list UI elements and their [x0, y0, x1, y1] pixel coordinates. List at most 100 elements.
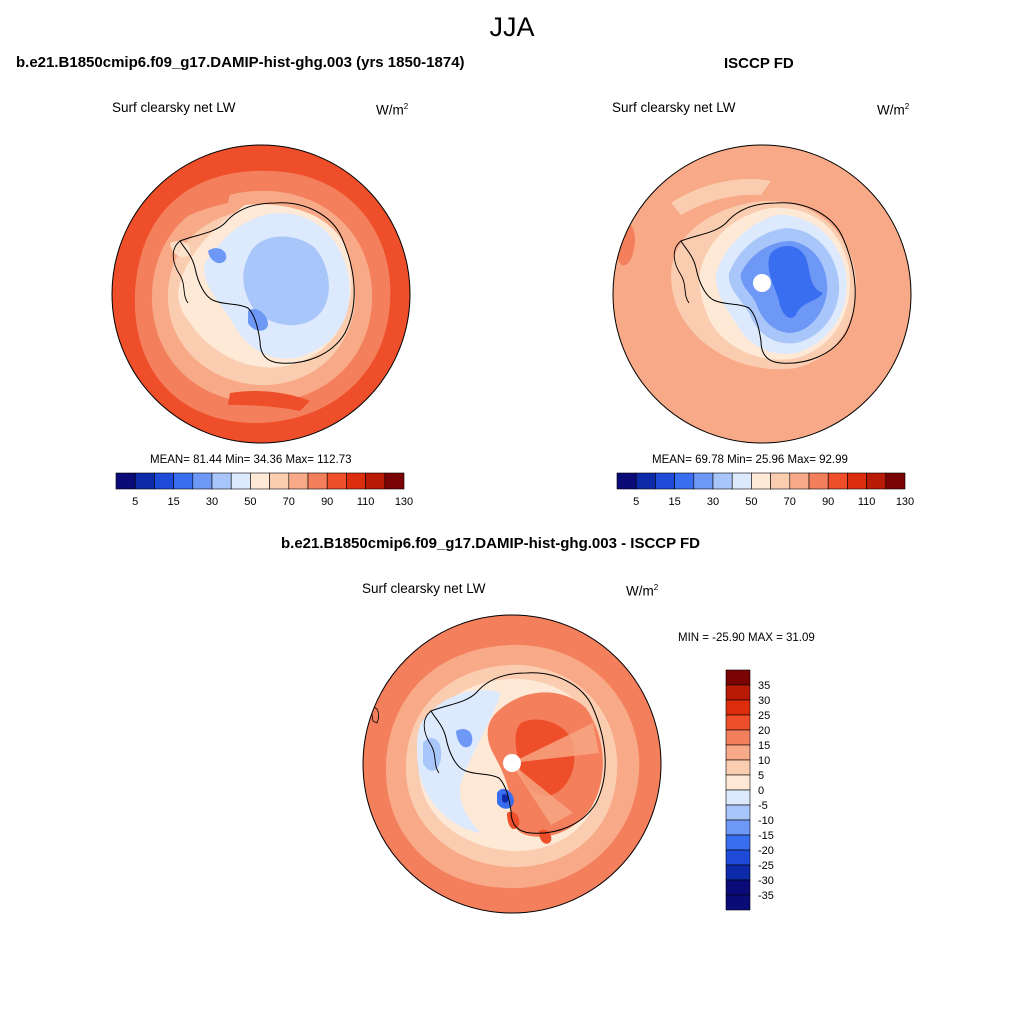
- panel-3-polar-map: [362, 614, 662, 914]
- panel-3-colorbar-tick: 30: [758, 695, 770, 707]
- panel-2-colorbar-box: [770, 472, 791, 490]
- panel-2-colorbar-box: [635, 472, 656, 490]
- panel-2-colorbar-box: [808, 472, 829, 490]
- panel-3-units: W/m2: [626, 583, 659, 599]
- panel-1-units: W/m2: [376, 102, 409, 118]
- panel-3-colorbar-tick: 25: [758, 710, 770, 722]
- panel-1-colorbar-box: [230, 472, 251, 490]
- panel-2-units: W/m2: [877, 102, 910, 118]
- panel-3-colorbar-box: [725, 699, 751, 716]
- panel-3-colorbar-tick: 5: [758, 770, 764, 782]
- panel-3-colorbar-box: [725, 774, 751, 791]
- panel-3-colorbar-tick: 15: [758, 740, 770, 752]
- panel-3-colorbar-box: [725, 819, 751, 836]
- panel-3-colorbar-tick: -30: [758, 875, 774, 887]
- panel-3-colorbar-box: [725, 834, 751, 851]
- panel-3-colorbar-box: [725, 804, 751, 821]
- panel-1-colorbar-box: [250, 472, 270, 490]
- panel-1-colorbar-tick: 70: [283, 496, 295, 508]
- panel-1-colorbar-tick: 110: [357, 496, 375, 508]
- panel-1-variable-label: Surf clearsky net LW: [112, 100, 236, 115]
- panel-3-colorbar-box: [725, 894, 751, 911]
- panel-1-colorbar-tick: 5: [132, 496, 138, 508]
- panel-1-colorbar-tick: 130: [395, 496, 413, 508]
- panel-2-stats: MEAN= 69.78 Min= 25.96 Max= 92.99: [652, 454, 848, 466]
- panel-2-colorbar-tick: 5: [633, 496, 639, 508]
- panel-2-colorbar-ticks: 5 15 30 50 70 90 110 130: [633, 496, 914, 508]
- panel-2-colorbar-tick: 15: [668, 496, 680, 508]
- panel-3-colorbar-box: [725, 714, 751, 731]
- panel-2-title: ISCCP FD: [724, 55, 794, 72]
- panel-3-colorbar-box: [725, 864, 751, 881]
- panel-1-colorbar-box: [346, 472, 366, 490]
- panel-3-colorbar-tick: -5: [758, 800, 768, 812]
- panel-3-colorbar-ticks: 35 30 25 20 15 10 5 0 -5 -10 -15 -20 -25 -30 -35: [758, 680, 774, 902]
- panel-2-colorbar-tick: 30: [707, 496, 719, 508]
- panel-3-colorbar-box: [725, 759, 751, 776]
- panel-3-colorbar-tick: -15: [758, 830, 774, 842]
- panel-1-colorbar-tick: 90: [321, 496, 333, 508]
- panel-3-colorbar-tick: 35: [758, 680, 770, 692]
- panel-1-colorbar-box: [365, 472, 386, 490]
- panel-2-colorbar: 5 15 30 50 70 90 110 130: [616, 472, 914, 508]
- panel-2-colorbar-box: [789, 472, 810, 490]
- panel-1-colorbar-tick: 30: [206, 496, 218, 508]
- figure-title: JJA: [489, 12, 535, 42]
- panel-1-colorbar-box: [115, 472, 136, 490]
- panel-1-title: b.e21.B1850cmip6.f09_g17.DAMIP-hist-ghg.…: [16, 54, 465, 71]
- panel-3-colorbar-tick: -35: [758, 890, 774, 902]
- panel-3-colorbar-box: [725, 879, 751, 896]
- panel-2-colorbar-tick: 130: [896, 496, 914, 508]
- panel-3-colorbar-box: [725, 684, 751, 701]
- panel-1-colorbar-box: [173, 472, 194, 490]
- panel-3-colorbar-tick: 0: [758, 785, 764, 797]
- panel-2-variable-label: Surf clearsky net LW: [612, 100, 736, 115]
- panel-2-polar-map: [612, 144, 912, 444]
- panel-1-colorbar-tick: 15: [167, 496, 179, 508]
- panel-2-colorbar-box: [885, 472, 906, 490]
- panel-1-colorbar-tick: 50: [244, 496, 256, 508]
- panel-3-colorbar-box: [725, 849, 751, 866]
- panel-3-colorbar-tick: -10: [758, 815, 774, 827]
- panel-1-colorbar-box: [192, 472, 213, 490]
- panel-2-colorbar-tick: 110: [858, 496, 876, 508]
- panel-3-colorbar-tick: -20: [758, 845, 774, 857]
- panel-2-colorbar-box: [731, 472, 752, 490]
- panel-1-colorbar-box: [211, 472, 232, 490]
- panel-1-colorbar-box: [307, 472, 328, 490]
- panel-2-colorbar-boxes: [616, 472, 906, 490]
- panel-3-colorbar-box: [725, 744, 751, 761]
- panel-3-colorbar: 35 30 25 20 15 10 5 0 -5 -10 -15 -20 -25 -30 -35: [725, 669, 774, 911]
- panel-2-colorbar-box: [655, 472, 675, 490]
- panel-1-colorbar-box: [154, 472, 174, 490]
- panel-2-colorbar-box: [674, 472, 695, 490]
- panel-1-colorbar-boxes: [115, 472, 405, 490]
- panel-1-colorbar: 5 15 30 50 70 90 110 130: [115, 472, 413, 508]
- panel-2-colorbar-box: [616, 472, 637, 490]
- panel-2-colorbar-box: [847, 472, 867, 490]
- panel-2-colorbar-box: [866, 472, 887, 490]
- panel-1-colorbar-box: [134, 472, 155, 490]
- panel-2-colorbar-box: [827, 472, 848, 490]
- panel-3-title: b.e21.B1850cmip6.f09_g17.DAMIP-hist-ghg.…: [281, 535, 701, 552]
- panel-3-stats: MIN = -25.90 MAX = 31.09: [678, 632, 815, 644]
- panel-1-colorbar-box: [326, 472, 347, 490]
- panel-1-colorbar-box: [288, 472, 309, 490]
- panel-2-colorbar-box: [751, 472, 771, 490]
- panel-1-colorbar-ticks: 5 15 30 50 70 90 110 130: [132, 496, 413, 508]
- panel-3-colorbar-boxes: [725, 669, 751, 911]
- panel-3-colorbar-tick: 20: [758, 725, 770, 737]
- panel-3-variable-label: Surf clearsky net LW: [362, 581, 486, 596]
- panel-2-colorbar-tick: 50: [745, 496, 757, 508]
- panel-2-colorbar-box: [712, 472, 733, 490]
- panel-1-stats: MEAN= 81.44 Min= 34.36 Max= 112.73: [150, 454, 352, 466]
- panel-3-colorbar-tick: -25: [758, 860, 774, 872]
- panel-3-colorbar-box: [725, 789, 751, 806]
- panel-2-colorbar-tick: 90: [822, 496, 834, 508]
- panel-2-colorbar-tick: 70: [784, 496, 796, 508]
- panel-2-colorbar-box: [693, 472, 714, 490]
- panel-1-colorbar-box: [269, 472, 290, 490]
- panel-1-polar-map: [111, 144, 411, 444]
- panel-3-colorbar-box: [725, 729, 751, 746]
- panel-3-colorbar-tick: 10: [758, 755, 770, 767]
